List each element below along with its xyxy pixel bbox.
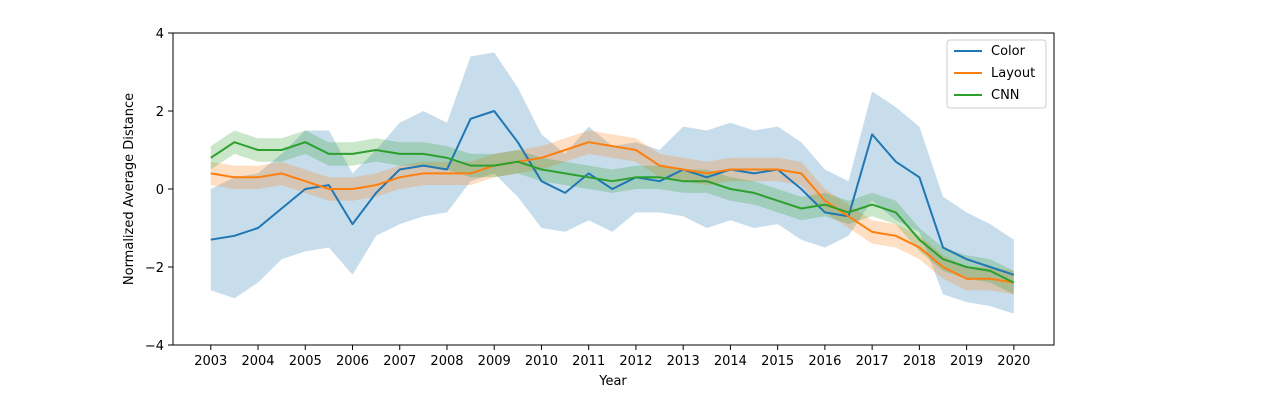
x-tick-label: 2011 (572, 354, 605, 369)
band-color (210, 52, 1014, 314)
x-tick-label: 2012 (619, 354, 652, 369)
x-tick-label: 2015 (761, 354, 794, 369)
x-axis-ticks: 2003 2004 2005 2006 2007 2008 2009 2010 2011 2012… (194, 345, 1030, 369)
legend-cnn-label: CNN (991, 88, 1020, 103)
x-tick-label: 2019 (950, 354, 983, 369)
x-tick-label: 2010 (525, 354, 558, 369)
x-tick-label: 2003 (194, 354, 227, 369)
x-tick-label: 2018 (903, 354, 936, 369)
x-tick-label: 2020 (997, 354, 1030, 369)
x-axis-label: Year (598, 374, 627, 389)
y-tick-label: −4 (145, 339, 164, 354)
x-tick-label: 2013 (667, 354, 700, 369)
x-tick-label: 2006 (336, 354, 369, 369)
x-tick-label: 2016 (808, 354, 841, 369)
x-tick-label: 2007 (383, 354, 416, 369)
x-tick-label: 2014 (714, 354, 747, 369)
y-axis-label: Normalized Average Distance (122, 93, 137, 285)
band-layout (210, 130, 1014, 295)
x-tick-label: 2017 (856, 354, 889, 369)
series-line-cnn (210, 141, 1015, 284)
x-tick-label: 2004 (241, 354, 274, 369)
y-tick-label: 2 (156, 105, 164, 120)
x-tick-label: 2009 (478, 354, 511, 369)
x-tick-label: 2008 (430, 354, 463, 369)
confidence-bands (210, 52, 1014, 314)
y-tick-label: 4 (156, 27, 164, 42)
series-lines (210, 110, 1015, 284)
y-axis-ticks: −4 −2 0 2 4 (145, 27, 173, 354)
legend-layout-label: Layout (991, 66, 1035, 81)
y-tick-label: 0 (156, 183, 164, 198)
series-line-color (210, 110, 1015, 276)
x-tick-label: 2005 (289, 354, 322, 369)
legend: Color Layout CNN (946, 39, 1047, 109)
y-tick-label: −2 (145, 261, 164, 276)
series-line-layout (210, 141, 1014, 284)
legend-color-label: Color (991, 44, 1026, 59)
legend-box (946, 39, 1047, 109)
